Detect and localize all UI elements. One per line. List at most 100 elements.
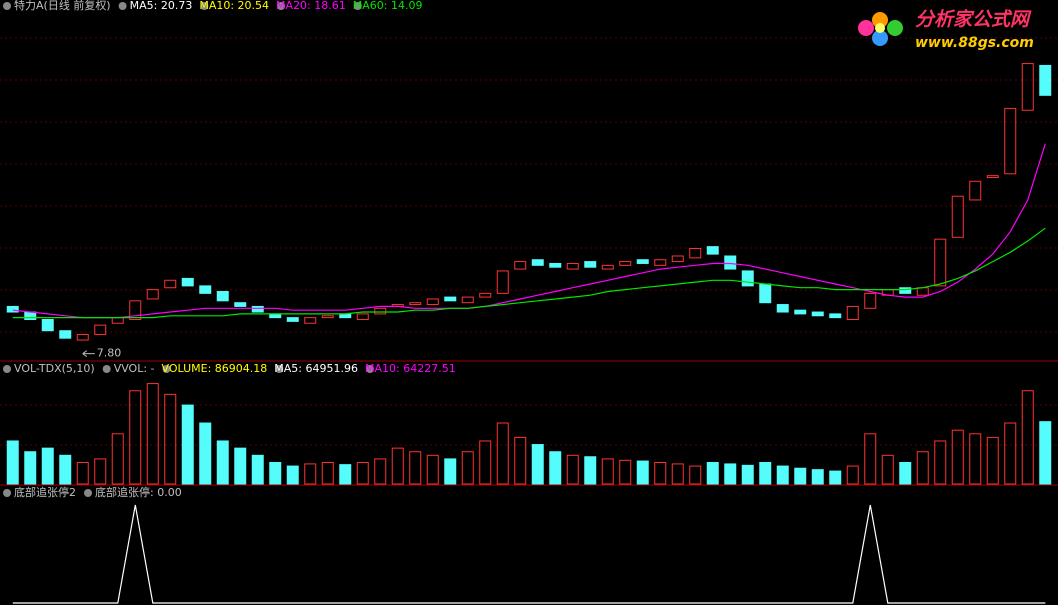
candle [1004, 107, 1017, 175]
volume-bar [549, 451, 562, 485]
legend-text: MA60: 14.09 [353, 0, 423, 12]
volume-bar [251, 454, 264, 485]
candle [654, 259, 667, 266]
candle [706, 246, 719, 255]
candle [6, 305, 19, 313]
candle [864, 292, 877, 309]
volume-bar [286, 465, 299, 485]
legend-text: 特力A(日线 前复权) [14, 0, 111, 12]
candle [164, 279, 177, 289]
legend-icon [277, 2, 286, 10]
volume-bar [164, 393, 177, 485]
candle [619, 261, 632, 266]
watermark: 分析家公式网 www.88gs.com [858, 9, 1034, 51]
volume-bar [321, 461, 334, 485]
volume-bar [514, 436, 527, 485]
legend-text: 底部追张停2 [14, 485, 76, 499]
volume-bar [1039, 421, 1052, 485]
volume-bar [76, 461, 89, 485]
candle [444, 296, 457, 302]
candle [286, 317, 299, 322]
candle [724, 255, 737, 270]
signal-line [12, 504, 1046, 604]
volume-bar [601, 458, 614, 485]
candle [479, 292, 492, 298]
candle [549, 262, 562, 268]
legend-icon [3, 365, 11, 373]
candle [321, 315, 334, 319]
volume-bar [951, 429, 964, 485]
candle [951, 195, 964, 238]
volume-bar [339, 464, 352, 485]
volume-bar [409, 451, 422, 485]
volume-bar [304, 463, 317, 485]
volume-bar [111, 433, 124, 485]
candle [216, 290, 229, 302]
volume-bar [899, 461, 912, 485]
low-marker-label: 7.80 [97, 347, 122, 360]
candle [496, 270, 509, 294]
volume-bar [584, 456, 597, 485]
candle [584, 261, 597, 268]
candle [146, 289, 159, 300]
candle [846, 305, 859, 321]
volume-bar [829, 470, 842, 485]
volume-bar [1021, 390, 1034, 485]
legend-text: MA5: 64951.96 [274, 362, 358, 375]
volume-bar [846, 465, 859, 485]
volume-bar [794, 467, 807, 485]
candle [374, 307, 387, 315]
logo-petal [858, 20, 874, 36]
candle [94, 324, 107, 335]
ma-line [12, 143, 1046, 319]
candle [1039, 64, 1052, 96]
legend-text: MA10: 64227.51 [365, 362, 456, 375]
legend-icon [3, 2, 11, 10]
volume-bar [461, 451, 474, 485]
watermark-url: www.88gs.com [915, 35, 1034, 51]
volume-bar [129, 390, 142, 485]
candle [934, 238, 947, 287]
candle [251, 305, 264, 313]
legend-icon [200, 2, 209, 10]
volume-bar [444, 458, 457, 485]
candle [129, 300, 142, 321]
volume-bar [706, 461, 719, 485]
volume-bar [776, 465, 789, 485]
legend-icon [275, 365, 284, 373]
candle [636, 259, 649, 264]
legend-text: VOLUME: 86904.18 [162, 362, 268, 375]
volume-bar [619, 459, 632, 485]
candle [986, 175, 999, 179]
volume-bar [741, 464, 754, 485]
legend-text: MA5: 20.73 [130, 0, 193, 12]
volume-bar [916, 451, 929, 485]
volume-bar [391, 447, 404, 485]
logo-petal [872, 30, 888, 46]
volume-bar [374, 458, 387, 485]
candle [199, 285, 212, 294]
volume-bar [199, 422, 212, 485]
volume-bar [479, 440, 492, 485]
volume-bar [881, 454, 894, 485]
logo-petal [887, 20, 903, 36]
volume-bar [496, 422, 509, 485]
logo-petal [872, 12, 888, 28]
volume-bar [566, 454, 579, 485]
candle [899, 287, 912, 294]
volume-bar [356, 461, 369, 485]
candle [426, 298, 439, 306]
candle [304, 317, 317, 324]
candle [1021, 63, 1034, 111]
volume-bar [24, 451, 37, 485]
volume-bar [724, 463, 737, 485]
candle [566, 262, 579, 270]
legend-icon [162, 365, 171, 373]
volume-bar [934, 440, 947, 485]
ma-line [12, 227, 1046, 319]
candle [356, 313, 369, 321]
volume-bar [426, 454, 439, 485]
candle [741, 270, 754, 287]
volume-bar [216, 440, 229, 485]
